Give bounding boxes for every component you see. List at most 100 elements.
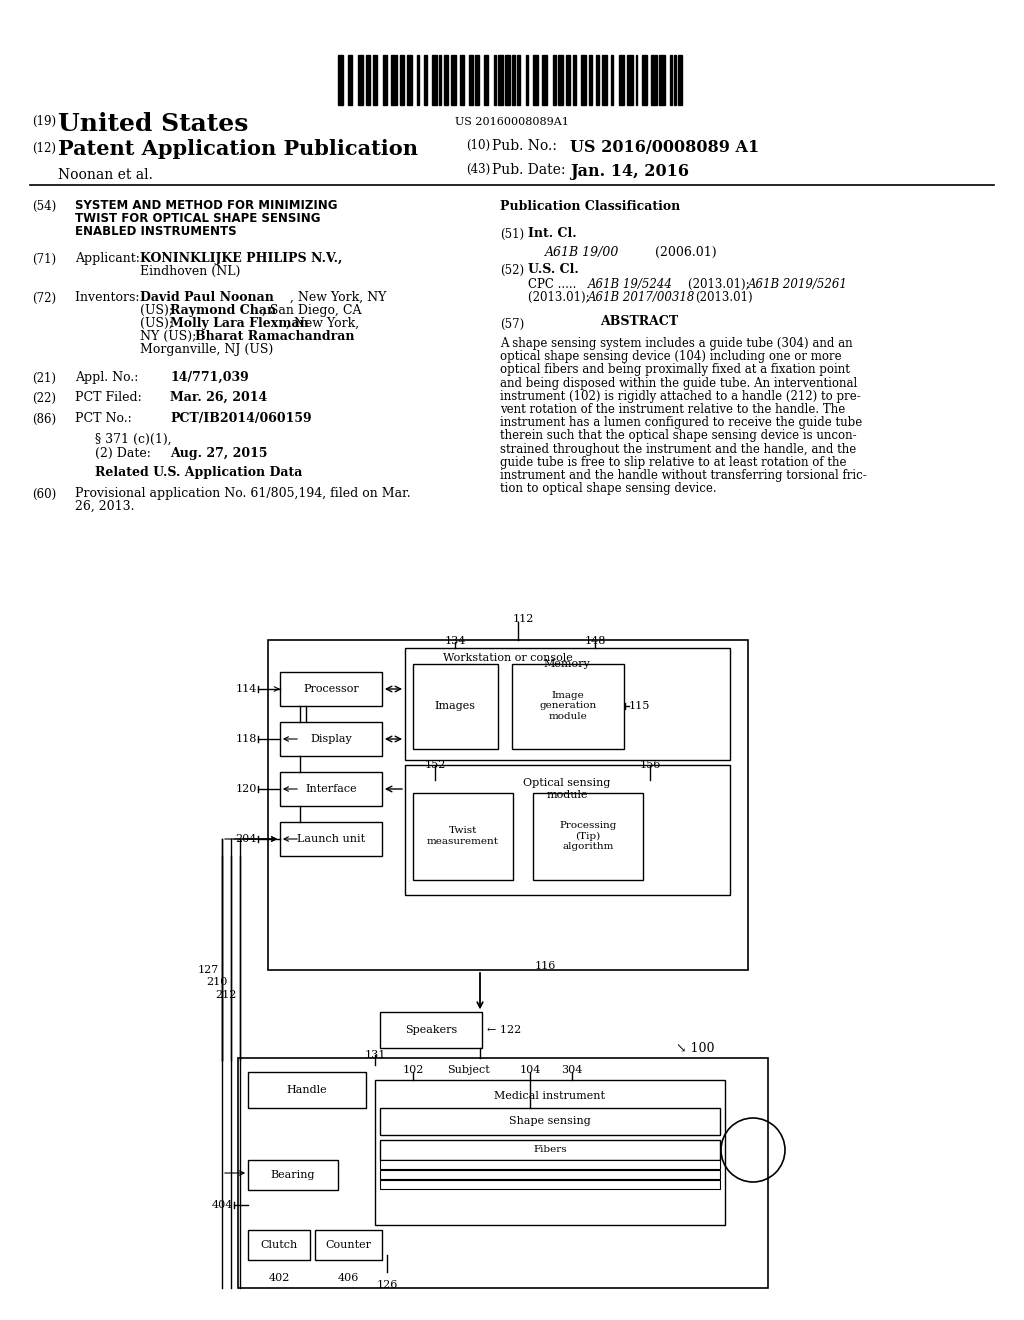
Text: 148: 148 — [585, 636, 605, 645]
Text: (2006.01): (2006.01) — [655, 246, 717, 259]
Text: (2013.01): (2013.01) — [695, 290, 753, 304]
Text: 112: 112 — [513, 614, 535, 624]
Bar — [380, 1180, 720, 1189]
Bar — [380, 1170, 720, 1179]
Text: Clutch: Clutch — [260, 1239, 298, 1250]
Bar — [315, 1230, 382, 1261]
Bar — [628, 55, 633, 106]
Bar — [406, 648, 730, 760]
Bar — [651, 55, 657, 106]
Bar — [565, 55, 570, 106]
Bar — [658, 55, 665, 106]
Bar — [380, 1140, 720, 1160]
Bar — [280, 722, 382, 756]
Text: , New York, NY: , New York, NY — [290, 290, 386, 304]
Bar — [525, 55, 528, 106]
Text: Raymond Chan: Raymond Chan — [170, 304, 276, 317]
Text: (12): (12) — [32, 143, 56, 154]
Text: David Paul Noonan: David Paul Noonan — [140, 290, 273, 304]
Bar — [238, 1059, 768, 1288]
Bar — [596, 55, 599, 106]
Text: 127: 127 — [198, 965, 219, 975]
Bar — [460, 55, 464, 106]
Text: (52): (52) — [500, 264, 524, 277]
Text: Launch unit: Launch unit — [297, 834, 366, 843]
Text: Provisional application No. 61/805,194, filed on Mar.: Provisional application No. 61/805,194, … — [75, 487, 411, 500]
Text: Appl. No.:: Appl. No.: — [75, 371, 138, 384]
Bar — [517, 55, 520, 106]
Text: Publication Classification: Publication Classification — [500, 201, 680, 213]
Bar — [636, 55, 638, 106]
Text: PCT No.:: PCT No.: — [75, 412, 132, 425]
Bar — [413, 793, 513, 880]
Text: 156: 156 — [639, 760, 660, 770]
Text: 404: 404 — [212, 1200, 233, 1210]
Text: 102: 102 — [402, 1065, 424, 1074]
Text: US 20160008089A1: US 20160008089A1 — [455, 117, 569, 127]
Text: 204: 204 — [236, 834, 257, 843]
Text: 104: 104 — [519, 1065, 541, 1074]
Text: 14/771,039: 14/771,039 — [170, 371, 249, 384]
Text: Related U.S. Application Data: Related U.S. Application Data — [95, 466, 302, 479]
Bar — [399, 55, 404, 106]
Text: vent rotation of the instrument relative to the handle. The: vent rotation of the instrument relative… — [500, 403, 845, 416]
Text: and being disposed within the guide tube. An interventional: and being disposed within the guide tube… — [500, 376, 857, 389]
Bar — [505, 55, 510, 106]
Bar — [512, 55, 515, 106]
Text: Patent Application Publication: Patent Application Publication — [58, 139, 418, 158]
Text: TWIST FOR OPTICAL SHAPE SENSING: TWIST FOR OPTICAL SHAPE SENSING — [75, 213, 321, 224]
Bar — [611, 55, 613, 106]
Text: tion to optical shape sensing device.: tion to optical shape sensing device. — [500, 482, 717, 495]
Text: Fibers: Fibers — [534, 1146, 567, 1155]
Bar — [499, 55, 503, 106]
Text: , New York,: , New York, — [286, 317, 359, 330]
Text: United States: United States — [58, 112, 249, 136]
Text: (2) Date:: (2) Date: — [95, 447, 151, 459]
Text: Workstation or console: Workstation or console — [443, 653, 572, 663]
Text: 134: 134 — [444, 636, 466, 645]
Text: optical fibers and being proximally fixed at a fixation point: optical fibers and being proximally fixe… — [500, 363, 850, 376]
Text: CPC .....: CPC ..... — [528, 279, 584, 290]
Text: , San Diego, CA: , San Diego, CA — [262, 304, 361, 317]
Bar — [374, 55, 377, 106]
Bar — [406, 766, 730, 895]
Bar — [573, 55, 575, 106]
Text: (2013.01);: (2013.01); — [528, 290, 593, 304]
Text: Eindhoven (NL): Eindhoven (NL) — [140, 265, 241, 279]
Text: instrument and the handle without transferring torsional fric-: instrument and the handle without transf… — [500, 469, 866, 482]
Bar — [581, 55, 586, 106]
Text: Bharat Ramachandran: Bharat Ramachandran — [195, 330, 354, 343]
Text: NY (US);: NY (US); — [140, 330, 201, 343]
Text: 152: 152 — [424, 760, 445, 770]
Bar — [248, 1072, 366, 1107]
Text: (60): (60) — [32, 488, 56, 502]
Bar — [357, 55, 364, 106]
Bar — [602, 55, 606, 106]
Text: ABSTRACT: ABSTRACT — [600, 315, 678, 327]
Bar — [670, 55, 672, 106]
Text: 126: 126 — [376, 1280, 397, 1290]
Text: A61B 2019/5261: A61B 2019/5261 — [748, 279, 848, 290]
Bar — [678, 55, 682, 106]
Bar — [380, 1107, 720, 1135]
Text: 115: 115 — [629, 701, 650, 711]
Bar — [543, 55, 547, 106]
Bar — [418, 55, 419, 106]
Text: (US);: (US); — [140, 317, 177, 330]
Text: 210: 210 — [207, 977, 228, 987]
Text: Pub. Date:: Pub. Date: — [492, 162, 565, 177]
Text: SYSTEM AND METHOD FOR MINIMIZING: SYSTEM AND METHOD FOR MINIMIZING — [75, 199, 338, 213]
Text: ENABLED INSTRUMENTS: ENABLED INSTRUMENTS — [75, 224, 237, 238]
Text: (51): (51) — [500, 228, 524, 242]
Bar — [532, 55, 538, 106]
Text: 26, 2013.: 26, 2013. — [75, 500, 134, 513]
Text: strained throughout the instrument and the handle, and the: strained throughout the instrument and t… — [500, 442, 856, 455]
Text: Interface: Interface — [305, 784, 356, 795]
Bar — [618, 55, 625, 106]
Text: ↘ 100: ↘ 100 — [676, 1041, 715, 1055]
Text: Image
generation
module: Image generation module — [540, 692, 597, 721]
Text: (72): (72) — [32, 292, 56, 305]
Text: 304: 304 — [561, 1065, 583, 1074]
Text: (71): (71) — [32, 253, 56, 267]
Text: KONINKLIJKE PHILIPS N.V.,: KONINKLIJKE PHILIPS N.V., — [140, 252, 342, 265]
